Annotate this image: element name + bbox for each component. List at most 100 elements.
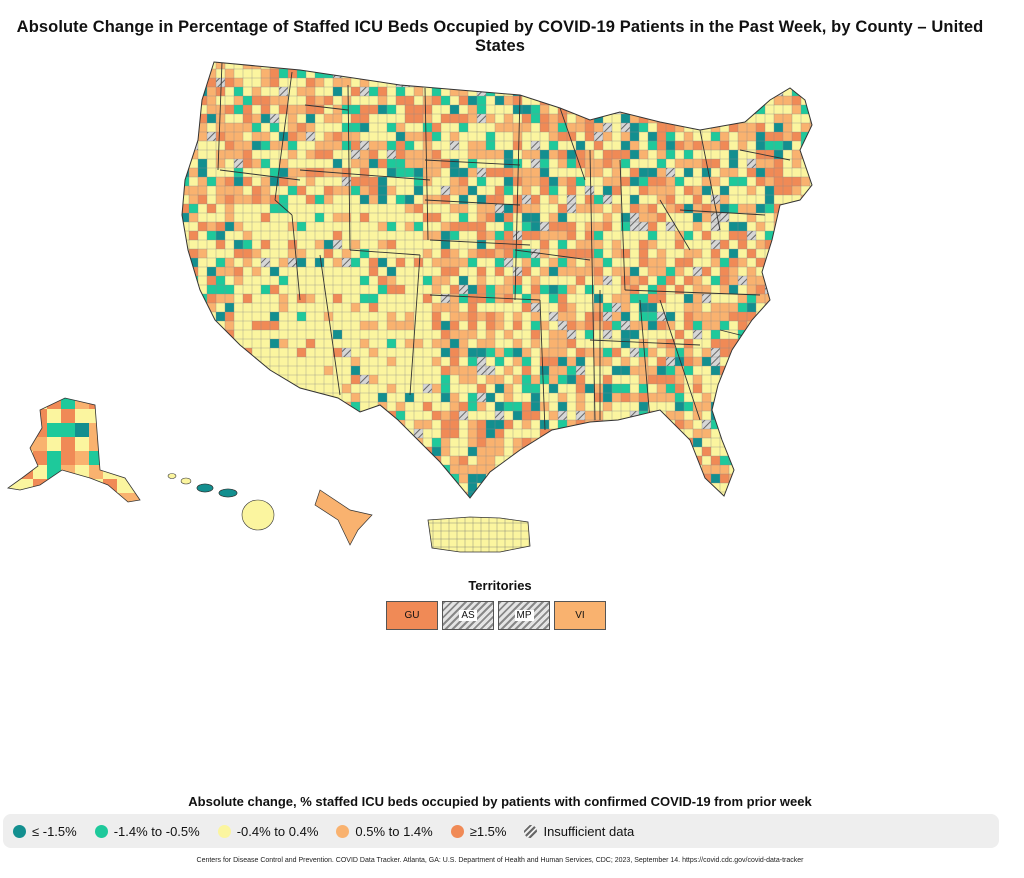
county-cell (558, 159, 568, 169)
county-cell (270, 456, 280, 466)
county-cell (801, 258, 811, 268)
county-cell (549, 132, 559, 142)
county-cell (405, 159, 415, 169)
county-cell (783, 240, 793, 250)
county-cell (387, 420, 397, 430)
county-cell (351, 240, 361, 250)
county-cell (351, 204, 361, 214)
territory-vi: VI (554, 601, 606, 630)
county-cell (486, 150, 496, 160)
county-cell (648, 222, 658, 232)
county-cell (423, 114, 433, 124)
county-cell (585, 357, 595, 367)
county-cell (387, 114, 397, 124)
county-cell (801, 402, 811, 412)
county-cell (315, 330, 325, 340)
county-cell (765, 87, 775, 97)
county-cell (531, 303, 541, 313)
county-cell (657, 483, 667, 493)
county-cell (720, 456, 730, 466)
county-cell (369, 195, 379, 205)
county-cell (810, 150, 812, 160)
county-cell (414, 393, 424, 403)
county-cell (558, 384, 568, 394)
county-cell (261, 420, 271, 430)
county-cell (459, 87, 469, 97)
county-cell (729, 285, 739, 295)
county-cell (585, 339, 595, 349)
county-cell (182, 177, 190, 187)
county-cell (729, 141, 739, 151)
county-cell (702, 150, 712, 160)
county-cell (774, 132, 784, 142)
county-cell (450, 177, 460, 187)
county-cell (351, 222, 361, 232)
county-cell (486, 402, 496, 412)
county-cell (513, 339, 523, 349)
county-cell (486, 294, 496, 304)
county-cell (513, 312, 523, 322)
county-cell (666, 384, 676, 394)
county-cell (450, 393, 460, 403)
county-cell (234, 177, 244, 187)
county-cell (450, 483, 460, 493)
county-cell (549, 420, 559, 430)
county-cell (468, 240, 478, 250)
county-cell (666, 294, 676, 304)
county-cell (675, 375, 685, 385)
county-cell (630, 132, 640, 142)
county-cell (351, 114, 361, 124)
county-cell (711, 249, 721, 259)
county-cell (702, 447, 712, 457)
county-cell (396, 213, 406, 223)
county-cell (774, 240, 784, 250)
county-cell (765, 339, 775, 349)
county-cell (747, 267, 757, 277)
county-cell (333, 474, 343, 484)
county-cell (630, 69, 640, 79)
county-cell (189, 312, 199, 322)
county-cell (288, 186, 298, 196)
county-cell (594, 240, 604, 250)
county-cell (666, 96, 676, 106)
county-cell (783, 159, 793, 169)
county-cell (360, 96, 370, 106)
county-cell (558, 132, 568, 142)
county-cell (675, 204, 685, 214)
county-cell (504, 240, 514, 250)
county-cell (387, 465, 397, 475)
county-cell (657, 429, 667, 439)
county-cell (189, 105, 199, 115)
county-cell (288, 177, 298, 187)
county-cell (225, 276, 235, 286)
county-cell (297, 321, 307, 331)
county-cell (621, 123, 631, 133)
county-cell (711, 213, 721, 223)
county-cell (567, 204, 577, 214)
county-cell (182, 303, 190, 313)
county-cell (225, 114, 235, 124)
county-cell (342, 474, 352, 484)
county-cell (306, 348, 316, 358)
county-cell (594, 456, 604, 466)
county-cell (792, 105, 802, 115)
county-cell (261, 213, 271, 223)
county-cell (189, 78, 199, 88)
county-cell (297, 483, 307, 493)
county-cell (513, 384, 523, 394)
county-cell (387, 321, 397, 331)
county-cell (243, 249, 253, 259)
county-cell (513, 429, 523, 439)
county-cell (603, 69, 613, 79)
county-cell (207, 348, 217, 358)
county-cell (182, 330, 190, 340)
county-cell (747, 78, 757, 88)
county-cell (225, 339, 235, 349)
county-cell (666, 420, 676, 430)
county-cell (333, 249, 343, 259)
county-cell (351, 429, 361, 439)
county-cell (810, 276, 812, 286)
county-cell (387, 204, 397, 214)
county-cell (765, 231, 775, 241)
county-cell (315, 159, 325, 169)
